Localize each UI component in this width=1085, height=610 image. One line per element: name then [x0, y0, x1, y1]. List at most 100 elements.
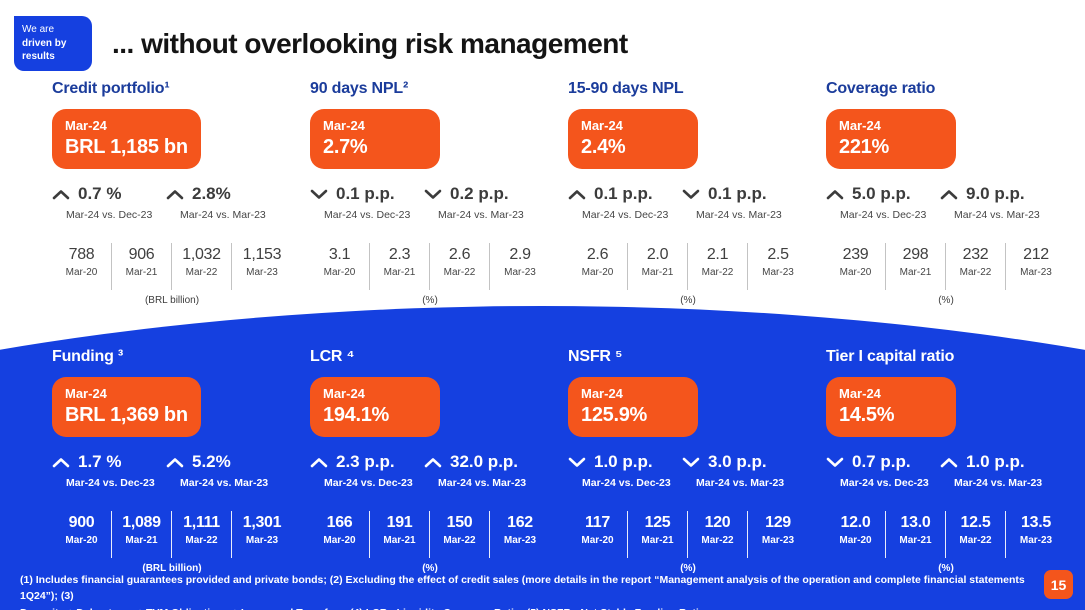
history-value: 166 — [326, 514, 353, 531]
history-period: Mar-20 — [65, 535, 98, 546]
delta-label: Mar-24 vs. Dec-23 — [66, 477, 155, 489]
history-value: 239 — [842, 246, 869, 263]
delta-label: Mar-24 vs. Mar-23 — [696, 209, 782, 221]
history-table: 788 Mar-20 906 Mar-21 1,032 Mar-22 1,153… — [52, 243, 292, 290]
history-period: Mar-21 — [641, 535, 674, 546]
badge-period: Mar-24 — [323, 118, 365, 133]
badge-value: 2.7% — [323, 136, 368, 158]
caret-icon — [568, 189, 586, 200]
metric-title: NSFR ⁵ — [568, 348, 623, 365]
delta-label: Mar-24 vs. Dec-23 — [582, 209, 669, 221]
history-period: Mar-22 — [185, 535, 218, 546]
history-period: Mar-20 — [839, 267, 872, 278]
delta-vs-mar: 2.8% Mar-24 vs. Mar-23 — [166, 184, 266, 221]
metric-title: Tier I capital ratio — [826, 348, 955, 365]
badge-value: 2.4% — [581, 136, 626, 158]
delta-value: 0.1 p.p. — [594, 184, 653, 203]
history-cell: 2.0 Mar-21 — [628, 243, 688, 290]
history-cell: 1,111 Mar-22 — [172, 511, 232, 558]
history-period: Mar-22 — [701, 267, 734, 278]
unit-label: (BRL billion) — [142, 563, 202, 574]
metric-title: Funding ³ — [52, 348, 124, 365]
history-period: Mar-23 — [504, 267, 536, 278]
history-cell: 191 Mar-21 — [370, 511, 430, 558]
history-table: 239 Mar-20 298 Mar-21 232 Mar-22 212 Mar… — [826, 243, 1066, 290]
delta-group: 5.0 p.p. Mar-24 vs. Dec-23 9.0 p.p. Mar-… — [826, 184, 1084, 221]
history-cell: 2.9 Mar-23 — [490, 243, 550, 290]
delta-vs-mar: 0.2 p.p. Mar-24 vs. Mar-23 — [424, 184, 524, 221]
history-value: 125 — [644, 514, 671, 531]
history-cell: 900 Mar-20 — [52, 511, 112, 558]
history-cell: 2.6 Mar-20 — [568, 243, 628, 290]
delta-vs-mar: 5.2% Mar-24 vs. Mar-23 — [166, 452, 268, 489]
badge-value: BRL 1,369 bn — [65, 404, 188, 426]
history-value: 3.1 — [328, 246, 351, 263]
delta-label: Mar-24 vs. Dec-23 — [324, 209, 411, 221]
history-cell: 162 Mar-23 — [490, 511, 550, 558]
caret-icon — [166, 457, 184, 468]
history-value: 2.9 — [509, 246, 531, 263]
delta-group: 0.1 p.p. Mar-24 vs. Dec-23 0.1 p.p. Mar-… — [568, 184, 826, 221]
delta-value: 9.0 p.p. — [966, 184, 1025, 203]
caret-icon — [682, 457, 700, 468]
delta-value: 0.7 p.p. — [852, 452, 911, 471]
caret-icon — [52, 457, 70, 468]
current-value-badge: Mar-24 BRL 1,369 bn — [52, 377, 201, 437]
delta-group: 0.7 % Mar-24 vs. Dec-23 2.8% Mar-24 vs. … — [52, 184, 310, 221]
badge-period: Mar-24 — [581, 118, 623, 133]
delta-label: Mar-24 vs. Mar-23 — [696, 477, 785, 489]
badge-period: Mar-24 — [581, 386, 623, 401]
history-value: 1,153 — [242, 246, 282, 263]
history-period: Mar-21 — [899, 267, 932, 278]
delta-value: 2.3 p.p. — [336, 452, 395, 471]
page-title: ... without overlooking risk management — [112, 28, 628, 59]
caret-icon — [940, 189, 958, 200]
history-value: 232 — [962, 246, 989, 263]
delta-value: 2.8% — [192, 184, 231, 203]
metric-tier1-capital-ratio: Tier I capital ratio Mar-24 14.5% 0.7 p.… — [826, 348, 1084, 574]
history-value: 12.5 — [960, 514, 991, 531]
history-cell: 1,032 Mar-22 — [172, 243, 232, 290]
history-table: 166 Mar-20 191 Mar-21 150 Mar-22 162 Mar… — [310, 511, 550, 558]
metric-title: 90 days NPL² — [310, 80, 409, 97]
history-value: 13.5 — [1021, 514, 1051, 531]
history-period: Mar-21 — [383, 267, 416, 278]
history-period: Mar-21 — [125, 267, 158, 278]
history-value: 906 — [128, 246, 155, 263]
delta-vs-mar: 1.0 p.p. Mar-24 vs. Mar-23 — [940, 452, 1042, 489]
caret-icon — [424, 189, 442, 200]
history-period: Mar-20 — [65, 267, 98, 278]
history-value: 298 — [902, 246, 929, 263]
history-cell: 2.3 Mar-21 — [370, 243, 430, 290]
badge-period: Mar-24 — [839, 386, 881, 401]
history-cell: 1,089 Mar-21 — [112, 511, 172, 558]
delta-vs-mar: 0.1 p.p. Mar-24 vs. Mar-23 — [682, 184, 782, 221]
delta-label: Mar-24 vs. Dec-23 — [324, 477, 413, 489]
badge-period: Mar-24 — [323, 386, 365, 401]
history-period: Mar-20 — [581, 267, 614, 278]
history-value: 162 — [507, 514, 533, 531]
history-cell: 129 Mar-23 — [748, 511, 808, 558]
delta-vs-dec: 5.0 p.p. Mar-24 vs. Dec-23 — [826, 184, 940, 221]
badge-value: 221% — [839, 136, 889, 158]
caret-icon — [166, 189, 184, 200]
metric-title: LCR ⁴ — [310, 348, 355, 365]
history-value: 1,301 — [242, 514, 282, 531]
current-value-badge: Mar-24 2.4% — [568, 109, 698, 169]
history-period: Mar-20 — [839, 535, 872, 546]
history-value: 212 — [1023, 246, 1049, 263]
brand-badge-line3: results — [22, 51, 55, 62]
badge-value: 125.9% — [581, 404, 648, 426]
current-value-badge: Mar-24 194.1% — [310, 377, 440, 437]
history-value: 2.6 — [586, 246, 609, 263]
history-cell: 1,153 Mar-23 — [232, 243, 292, 290]
delta-value: 1.0 p.p. — [966, 452, 1025, 471]
delta-vs-dec: 1.0 p.p. Mar-24 vs. Dec-23 — [568, 452, 682, 489]
history-period: Mar-22 — [443, 267, 476, 278]
history-value: 2.3 — [388, 246, 411, 263]
metric-15-90-days-npl: 15-90 days NPL Mar-24 2.4% 0.1 p.p. Mar-… — [568, 80, 826, 306]
history-cell: 239 Mar-20 — [826, 243, 886, 290]
delta-vs-dec: 1.7 % Mar-24 vs. Dec-23 — [52, 452, 166, 489]
metric-90-days-npl: 90 days NPL² Mar-24 2.7% 0.1 p.p. Mar-24… — [310, 80, 568, 306]
